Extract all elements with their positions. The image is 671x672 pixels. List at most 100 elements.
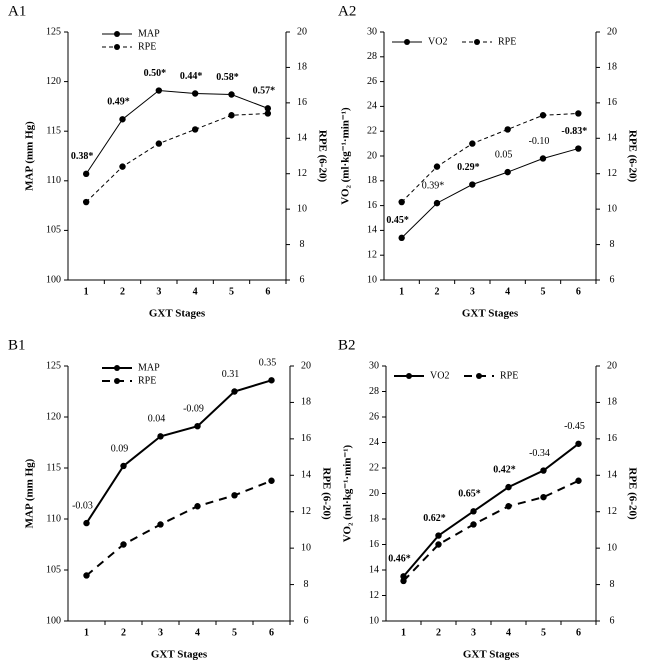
y-tick-label: 20 bbox=[369, 488, 379, 499]
y2-axis-label: RPE (6-20) bbox=[320, 467, 332, 520]
legend-marker bbox=[114, 365, 120, 371]
y2-tick-label: 18 bbox=[607, 397, 617, 408]
y-tick-label: 14 bbox=[369, 564, 379, 575]
x-axis-label: GXT Stages bbox=[463, 649, 520, 661]
y-tick-label: 14 bbox=[367, 225, 377, 236]
legend-label: MAP bbox=[138, 28, 160, 39]
y2-tick-label: 8 bbox=[304, 579, 309, 590]
point-label: 0.65* bbox=[458, 489, 481, 500]
y-tick-label: 12 bbox=[367, 249, 377, 260]
point-label: 0.39* bbox=[422, 180, 445, 191]
y-tick-label: 100 bbox=[46, 615, 61, 626]
series-line bbox=[85, 112, 268, 203]
legend-label: RPE bbox=[498, 36, 516, 47]
y-axis-label: MAP (mm Hg) bbox=[24, 121, 36, 191]
data-point bbox=[433, 199, 441, 207]
data-point bbox=[157, 521, 164, 528]
x-axis-label: GXT Stages bbox=[151, 649, 208, 661]
y2-tick-label: 14 bbox=[607, 133, 617, 144]
x-tick-label: 2 bbox=[120, 286, 125, 297]
legend-label: VO2 bbox=[428, 36, 447, 47]
point-label: 0.50* bbox=[144, 68, 167, 79]
y2-tick-label: 8 bbox=[610, 579, 615, 590]
data-point bbox=[268, 477, 275, 484]
data-point bbox=[264, 105, 272, 112]
point-label: -0.34 bbox=[529, 448, 550, 459]
y-tick-label: 120 bbox=[46, 411, 61, 422]
data-point bbox=[504, 168, 511, 176]
point-label: 0.58* bbox=[216, 72, 239, 83]
x-tick-label: 2 bbox=[436, 627, 441, 638]
data-point bbox=[575, 440, 582, 447]
data-point bbox=[83, 519, 90, 527]
x-tick-label: 2 bbox=[121, 627, 126, 638]
legend-marker bbox=[406, 373, 412, 379]
data-point bbox=[435, 532, 442, 539]
x-tick-label: 5 bbox=[541, 286, 546, 297]
data-point bbox=[575, 477, 582, 484]
data-point bbox=[540, 467, 547, 474]
y2-tick-label: 10 bbox=[297, 203, 307, 214]
data-point bbox=[194, 422, 201, 430]
point-label: 0.57* bbox=[253, 86, 276, 97]
x-tick-label: 3 bbox=[470, 286, 475, 297]
data-point bbox=[539, 112, 547, 119]
data-point bbox=[268, 377, 275, 384]
y-tick-label: 26 bbox=[369, 411, 379, 422]
y2-tick-label: 12 bbox=[301, 506, 311, 517]
data-point bbox=[469, 181, 476, 188]
y-tick-label: 16 bbox=[369, 539, 379, 550]
x-tick-label: 4 bbox=[505, 286, 510, 297]
data-point bbox=[83, 572, 90, 579]
series-line bbox=[85, 90, 269, 175]
y-tick-label: 105 bbox=[46, 225, 61, 236]
data-point bbox=[539, 155, 547, 162]
y2-tick-label: 18 bbox=[301, 397, 311, 408]
x-tick-label: 3 bbox=[156, 286, 161, 297]
panel-title: B2 bbox=[338, 337, 356, 353]
y-tick-label: 22 bbox=[369, 462, 379, 473]
x-axis-label: GXT Stages bbox=[149, 308, 206, 320]
y2-tick-label: 10 bbox=[301, 542, 311, 553]
y-tick-label: 16 bbox=[367, 200, 377, 211]
point-label: 0.42* bbox=[493, 464, 516, 475]
y-tick-label: 110 bbox=[46, 513, 61, 524]
y2-tick-label: 12 bbox=[607, 168, 617, 179]
y-tick-label: 30 bbox=[369, 360, 379, 371]
panel-title: A2 bbox=[338, 3, 356, 19]
point-label: 0.04 bbox=[148, 414, 166, 425]
legend-marker bbox=[404, 39, 410, 45]
legend-marker bbox=[114, 378, 120, 384]
y-tick-label: 26 bbox=[367, 76, 377, 87]
y-tick-label: 30 bbox=[367, 26, 377, 37]
data-point bbox=[194, 503, 201, 510]
data-point bbox=[231, 388, 238, 395]
series-line bbox=[85, 379, 272, 524]
x-tick-label: 5 bbox=[229, 286, 234, 297]
x-tick-label: 6 bbox=[576, 286, 581, 297]
legend-label: RPE bbox=[500, 370, 518, 381]
x-tick-label: 4 bbox=[195, 627, 200, 638]
point-label: -0.10 bbox=[529, 136, 550, 147]
y2-tick-label: 18 bbox=[607, 62, 617, 73]
x-tick-label: 4 bbox=[193, 286, 198, 297]
data-point bbox=[398, 234, 405, 242]
y-tick-label: 115 bbox=[46, 462, 61, 473]
data-point bbox=[155, 140, 163, 147]
x-tick-label: 3 bbox=[158, 627, 163, 638]
y2-tick-label: 12 bbox=[607, 506, 617, 517]
y-tick-label: 24 bbox=[367, 101, 377, 112]
data-point bbox=[469, 140, 476, 147]
data-point bbox=[433, 163, 441, 170]
point-label: 0.38* bbox=[71, 151, 94, 162]
y2-tick-label: 14 bbox=[301, 470, 311, 481]
data-point bbox=[120, 462, 127, 470]
y2-tick-label: 16 bbox=[607, 97, 617, 108]
y-tick-label: 28 bbox=[367, 51, 377, 62]
y-tick-label: 125 bbox=[46, 360, 61, 371]
panel-title: A1 bbox=[8, 3, 26, 19]
y-tick-label: 18 bbox=[367, 175, 377, 186]
